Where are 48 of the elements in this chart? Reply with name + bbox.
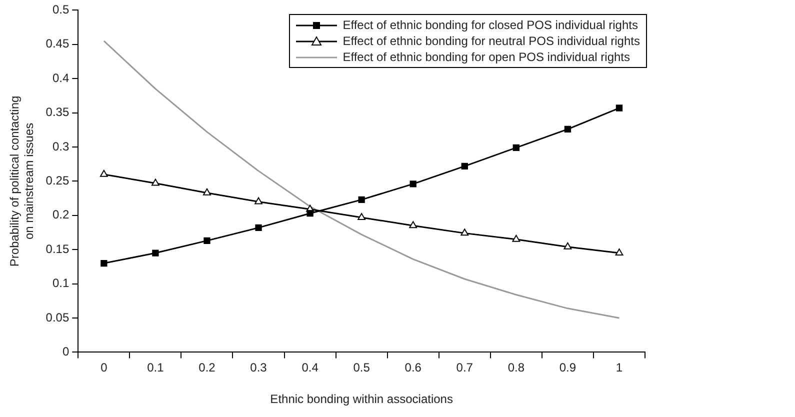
point (616, 104, 623, 112)
y-axis-title: Probability of political contacting on mainstream issues (8, 96, 36, 267)
x-tick-label: 0.1 (147, 360, 164, 375)
point (100, 170, 108, 177)
point (255, 224, 262, 232)
y-tick-label: 0.15 (46, 242, 70, 256)
legend-label: Effect of ethnic bonding for closed POS individual rights (342, 17, 638, 33)
point (358, 196, 365, 203)
legend-label: Effect of ethnic bonding for neutral POS individual rights (342, 33, 640, 49)
point (410, 180, 416, 188)
point (460, 228, 469, 236)
x-tick-label: 0.7 (456, 360, 474, 375)
y-tick-label: 0.2 (52, 208, 70, 222)
y-tick-label: 0.05 (46, 310, 70, 324)
x-tick-label: 0.2 (198, 360, 216, 375)
x-tick-label: 1 (616, 360, 623, 375)
legend-label: Effect of ethnic bonding for open POS individual rights (342, 49, 630, 65)
x-tick-label: 0.6 (404, 360, 422, 375)
x-tick-label: 0.9 (559, 360, 576, 375)
x-tick-label: 0.3 (250, 360, 268, 375)
point (204, 237, 210, 244)
x-tick-label: 0.5 (353, 360, 370, 375)
y-tick-label: 0.35 (46, 105, 70, 120)
point (358, 212, 366, 220)
point (564, 242, 572, 250)
x-tick-label: 0 (100, 360, 108, 375)
y-tick-label: 0.1 (52, 276, 70, 290)
point (512, 144, 520, 152)
point (615, 248, 624, 256)
point (512, 234, 520, 242)
x-tick-label: 0.4 (302, 360, 319, 375)
y-tick-label: 0.4 (52, 70, 70, 85)
point (254, 197, 262, 204)
point (151, 178, 160, 186)
point (409, 221, 418, 228)
y-tick-label: 0.3 (52, 139, 70, 154)
point (306, 210, 314, 217)
point (461, 162, 468, 170)
point (100, 260, 108, 267)
point (564, 126, 572, 133)
y-tick-label: 0.5 (52, 2, 70, 17)
y-tick-label: 0.45 (46, 36, 70, 51)
x-tick-label: 0.8 (508, 360, 525, 375)
point (152, 250, 159, 256)
y-tick-label: 0.25 (46, 174, 70, 188)
y-tick-label: 0 (62, 344, 70, 359)
x-axis-title: Ethnic bonding within associations (270, 392, 453, 406)
point (203, 188, 211, 196)
